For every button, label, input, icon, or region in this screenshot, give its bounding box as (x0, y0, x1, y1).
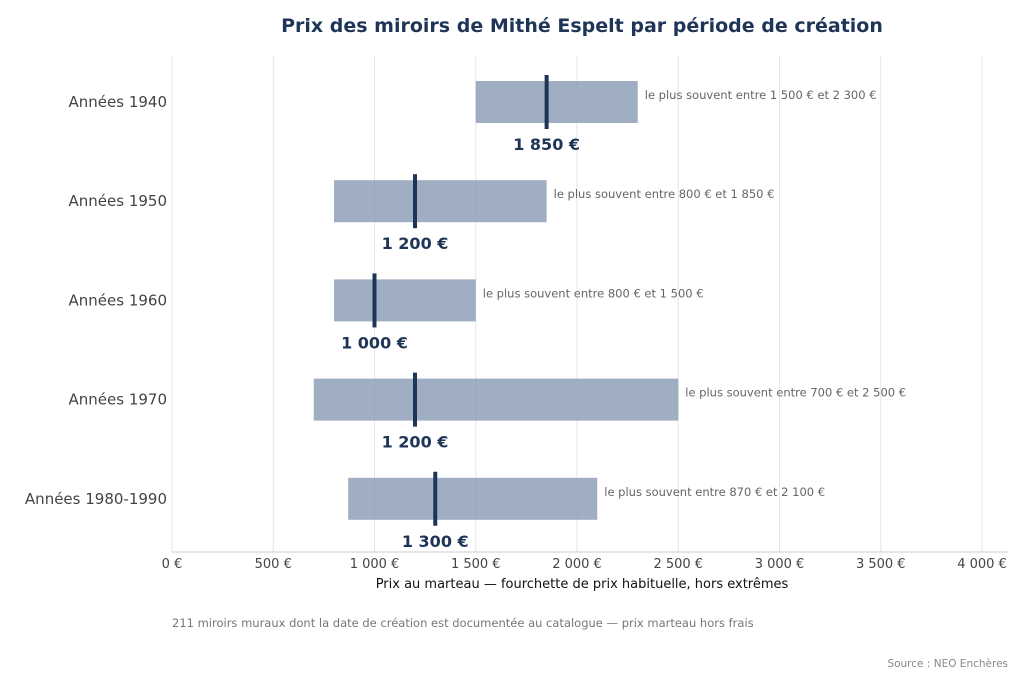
gridlines (171, 56, 983, 552)
range-bar (334, 279, 476, 322)
median-label: 1 200 € (382, 433, 449, 452)
range-label: le plus souvent entre 870 € et 2 100 € (604, 485, 825, 499)
x-tick-label: 2 000 € (552, 557, 602, 572)
x-tick-label: 3 000 € (755, 557, 805, 572)
category-label: Années 1950 (69, 192, 168, 210)
footnote: 211 miroirs muraux dont la date de créat… (172, 616, 754, 630)
x-tick-label: 2 500 € (653, 557, 703, 572)
x-tick-label: 500 € (255, 557, 292, 572)
range-label: le plus souvent entre 700 € et 2 500 € (685, 386, 906, 400)
range-bar (313, 378, 679, 421)
x-tick-label: 1 000 € (350, 557, 400, 572)
category-label: Années 1980-1990 (25, 490, 167, 508)
range-label: le plus souvent entre 800 € et 1 850 € (554, 187, 775, 201)
source-note: Source : NEO Enchères (887, 658, 1008, 670)
x-tick-label: 3 500 € (856, 557, 906, 572)
range-label: le plus souvent entre 800 € et 1 500 € (483, 286, 704, 300)
range-bar (334, 180, 547, 223)
category-label: Années 1940 (69, 93, 168, 111)
range-bar (475, 81, 638, 123)
category-label: Années 1970 (69, 391, 168, 409)
x-axis: 0 € 500 € 1 000 € 1 500 € 2 000 € 2 500 € 3 00… (162, 56, 1008, 572)
range-label: le plus souvent entre 1 500 € et 2 300 € (645, 88, 877, 102)
x-tick-label: 0 € (162, 557, 183, 572)
x-axis-label: Prix au marteau — fourchette de prix hab… (376, 577, 789, 592)
range-bar (348, 477, 598, 520)
bars: Années 1940 le plus souvent entre 1 500 €… (25, 75, 906, 551)
median-label: 1 000 € (341, 333, 408, 352)
median-label: 1 300 € (402, 532, 469, 551)
category-label: Années 1960 (69, 291, 168, 309)
chart-title: Prix des miroirs de Mithé Espelt par pér… (281, 15, 883, 37)
x-tick-label: 1 500 € (451, 557, 501, 572)
x-tick-label: 4 000 € (957, 557, 1007, 572)
median-label: 1 850 € (513, 135, 580, 154)
median-label: 1 200 € (382, 234, 449, 253)
